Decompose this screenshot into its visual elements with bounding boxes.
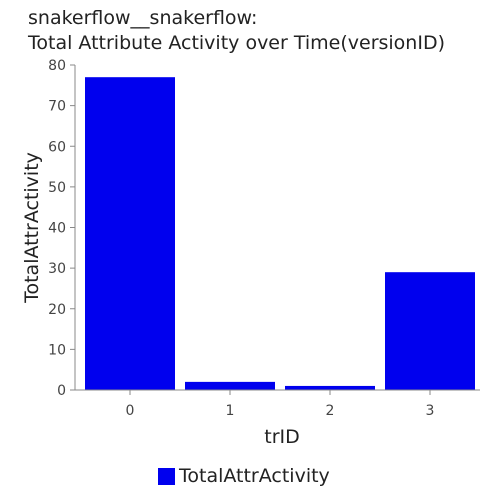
x-axis-title: trID: [264, 426, 300, 448]
y-tick-label: 10: [48, 342, 66, 358]
chart-title-line-1: snakerflow__snakerflow:: [28, 7, 258, 29]
y-tick-label: 0: [57, 383, 66, 399]
bar-1: [185, 381, 275, 390]
y-tick-label: 50: [48, 180, 66, 196]
chart-title: snakerflow__snakerflow: Total Attribute …: [28, 6, 445, 56]
legend-swatch: [158, 467, 175, 485]
y-tick-label: 40: [48, 221, 66, 237]
x-tick-label: 3: [426, 403, 435, 419]
y-tick-label: 60: [48, 139, 66, 155]
chart-title-line-2: Total Attribute Activity over Time(versi…: [28, 32, 445, 54]
x-tick-label: 0: [126, 403, 135, 419]
y-tick-label: 80: [48, 58, 66, 74]
legend-label: TotalAttrActivity: [179, 465, 330, 487]
y-ticks-group: 0 10 20 30 40 50 60 70 80: [48, 58, 75, 399]
bar-3: [385, 272, 475, 390]
y-tick-label: 70: [48, 99, 66, 115]
bar-2: [285, 385, 375, 390]
y-tick-label: 30: [48, 261, 66, 277]
bar-0: [85, 77, 175, 390]
bar-chart: 0 10 20 30 40 50 60 70 80 0 1 2 3 TotalAttrActivity…: [21, 58, 480, 448]
x-ticks-group: 0 1 2 3: [126, 390, 435, 419]
legend: TotalAttrActivity: [158, 465, 330, 487]
x-tick-label: 2: [326, 403, 335, 419]
y-axis-title: TotalAttrActivity: [21, 152, 43, 304]
y-tick-label: 20: [48, 302, 66, 318]
x-tick-label: 1: [226, 403, 235, 419]
bars-group: [85, 77, 475, 390]
